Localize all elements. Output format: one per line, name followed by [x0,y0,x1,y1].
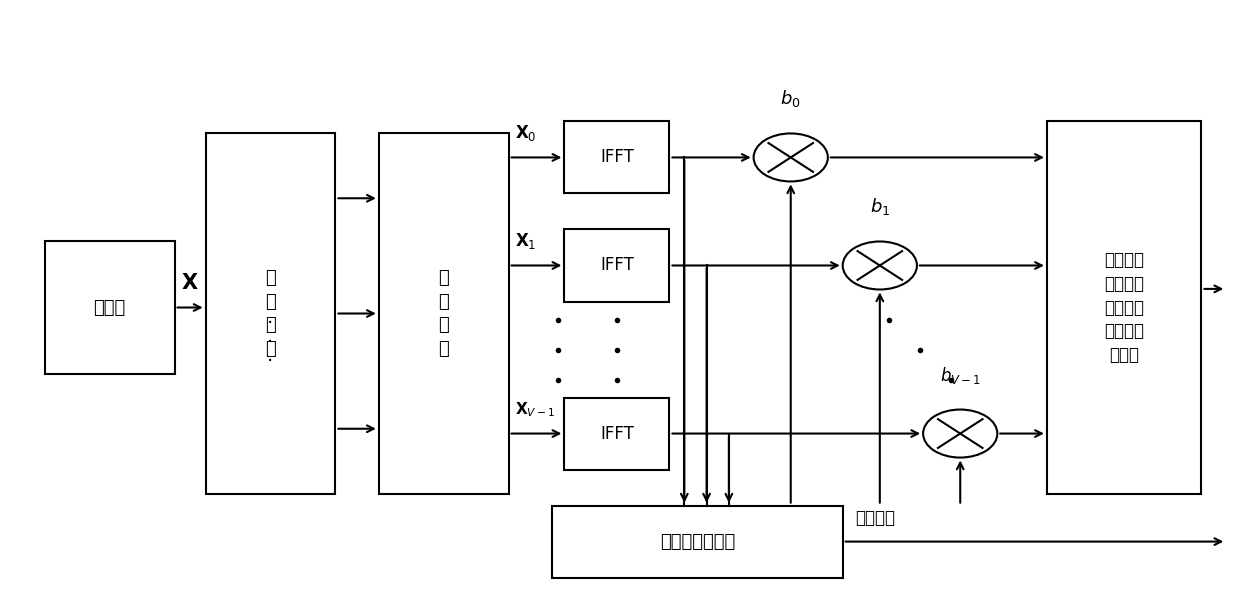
Text: 子
块
分
割: 子 块 分 割 [438,269,449,358]
Ellipse shape [754,133,828,182]
Bar [564,397,670,470]
Text: 串
并
转
换: 串 并 转 换 [265,269,275,358]
Text: 信号源: 信号源 [93,298,125,317]
Text: $\mathbf{X}_{V-1}$: $\mathbf{X}_{V-1}$ [515,400,554,419]
Text: 采用最优
相位因子
序列，计
算相位旋
转结果: 采用最优 相位因子 序列，计 算相位旋 转结果 [1104,251,1145,364]
Bar [45,241,175,373]
Text: $b_0$: $b_0$ [780,89,801,109]
Bar [378,133,508,494]
Ellipse shape [923,409,997,458]
Text: $b_1$: $b_1$ [869,197,890,218]
Text: $b_{V-1}$: $b_{V-1}$ [940,365,981,385]
Text: $\mathbf{X}_{1}$: $\mathbf{X}_{1}$ [515,232,536,251]
Text: 相位因子最优化: 相位因子最优化 [660,532,735,551]
Bar [1047,121,1202,494]
Text: 边带信息: 边带信息 [856,508,895,526]
Ellipse shape [843,241,916,289]
Text: ·
·
·: · · · [268,314,274,371]
Bar [564,121,670,194]
Text: IFFT: IFFT [600,256,634,274]
Text: $\mathbf{X}_{0}$: $\mathbf{X}_{0}$ [515,124,537,144]
Text: IFFT: IFFT [600,148,634,166]
Text: IFFT: IFFT [600,425,634,443]
Bar [552,505,843,578]
Text: $\mathbf{X}$: $\mathbf{X}$ [181,274,198,294]
Bar [564,230,670,302]
Bar [206,133,336,494]
